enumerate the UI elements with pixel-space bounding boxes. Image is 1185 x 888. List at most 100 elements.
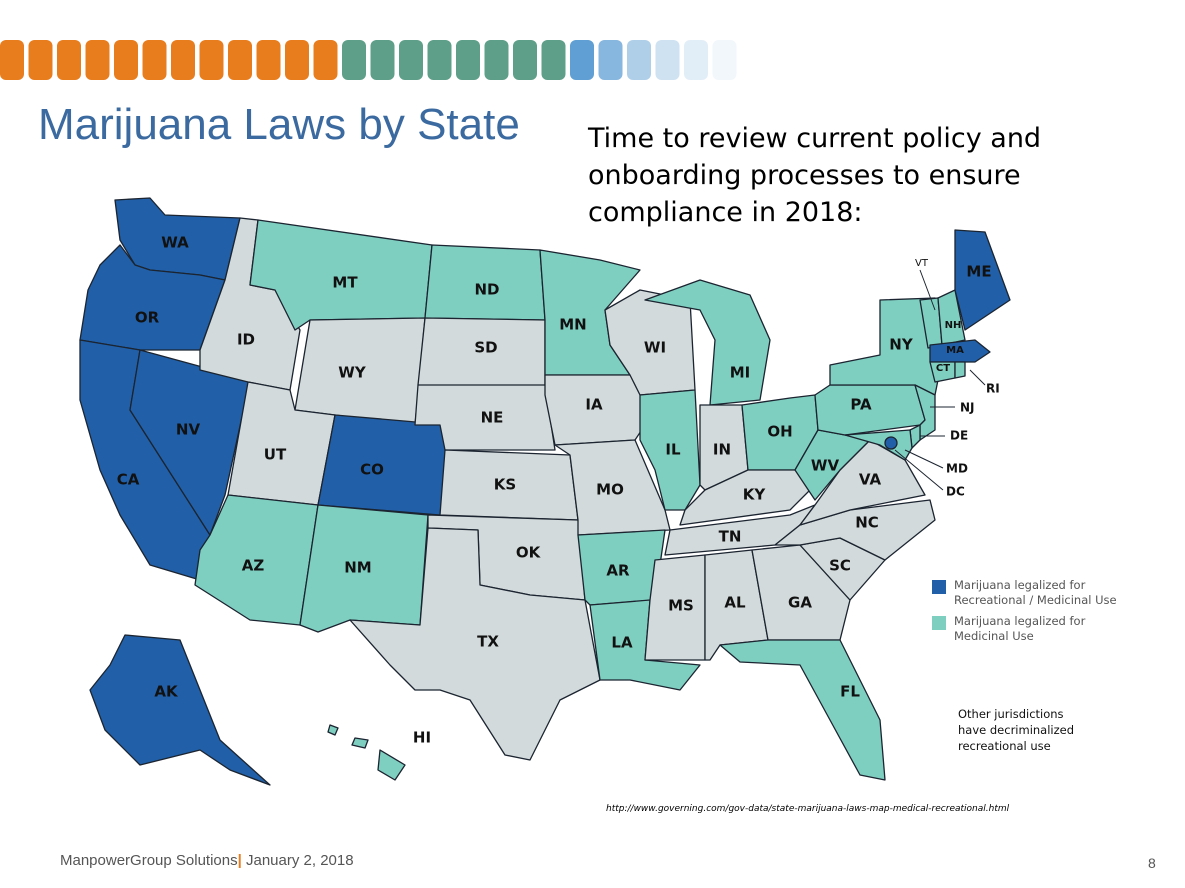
state-label-ia: IA bbox=[585, 396, 603, 414]
decor-bar-segment bbox=[655, 40, 680, 80]
callout-line bbox=[969, 369, 986, 386]
decriminalized-note: Other jurisdictions have decriminalized … bbox=[958, 707, 1075, 753]
state-label-ct: CT bbox=[936, 363, 950, 374]
decor-bar-segment bbox=[513, 40, 537, 80]
state-label-sc: SC bbox=[829, 557, 851, 575]
state-label-wv: WV bbox=[811, 457, 840, 475]
state-shape-me bbox=[954, 229, 1011, 331]
state-label-nh: NH bbox=[945, 320, 962, 331]
decor-bar-segment bbox=[627, 40, 651, 80]
state-shape-md bbox=[844, 429, 913, 461]
state-label-nm: NM bbox=[344, 559, 371, 577]
state-label-ut: UT bbox=[264, 446, 287, 464]
state-label-de: DE bbox=[950, 429, 968, 443]
state-label-la: LA bbox=[611, 634, 633, 652]
state-label-mn: MN bbox=[559, 316, 586, 334]
decor-bar-segment bbox=[427, 40, 452, 80]
decor-bar-segment bbox=[0, 40, 24, 80]
decor-bar-segment bbox=[228, 40, 252, 80]
state-label-in: IN bbox=[713, 441, 731, 459]
decor-bar-segment bbox=[256, 40, 281, 80]
slide-title: Marijuana Laws by State bbox=[38, 100, 520, 149]
footer-date: January 2, 2018 bbox=[245, 852, 354, 869]
source-link[interactable]: http://www.governing.com/gov-data/state-… bbox=[606, 804, 1010, 814]
decor-bar-segment bbox=[342, 40, 366, 80]
state-label-hi: HI bbox=[413, 729, 431, 747]
decor-bar-segment bbox=[399, 40, 423, 80]
state-label-al: AL bbox=[724, 594, 746, 612]
state-label-va: VA bbox=[859, 471, 882, 489]
decor-bar-segment bbox=[313, 40, 338, 80]
decor-bar-segment bbox=[684, 40, 708, 80]
state-shape-co bbox=[317, 414, 451, 516]
legend-swatch-recreational bbox=[932, 580, 946, 594]
decor-bar-segment bbox=[598, 40, 623, 80]
state-label-il: IL bbox=[665, 441, 681, 459]
decor-bar-segment bbox=[142, 40, 167, 80]
decor-bar-segment bbox=[114, 40, 138, 80]
state-label-ga: GA bbox=[788, 594, 812, 612]
state-label-ms: MS bbox=[668, 597, 694, 615]
state-label-tn: TN bbox=[719, 528, 742, 546]
callout-line bbox=[919, 269, 936, 311]
state-label-mi: MI bbox=[730, 364, 751, 382]
footer-company: ManpowerGroup Solutions bbox=[60, 852, 238, 869]
state-label-id: ID bbox=[237, 331, 255, 349]
state-shape-ri bbox=[954, 361, 966, 379]
state-label-ks: KS bbox=[494, 476, 516, 494]
state-label-tx: TX bbox=[477, 633, 499, 651]
state-shape-fl bbox=[719, 639, 886, 781]
state-shape-ak bbox=[89, 634, 271, 786]
legend-item-recreational: Marijuana legalized for Recreational / M… bbox=[932, 578, 1152, 608]
state-label-ri: RI bbox=[986, 382, 1000, 396]
slide-footer: ManpowerGroup Solutions| January 2, 2018 bbox=[60, 852, 354, 869]
state-label-ma: MA bbox=[946, 345, 964, 356]
state-shape-tx bbox=[349, 527, 601, 761]
decorative-header-bar bbox=[0, 40, 737, 80]
callout-line bbox=[894, 449, 944, 491]
decor-bar-segment bbox=[199, 40, 224, 80]
legend-swatch-medicinal bbox=[932, 616, 946, 630]
state-label-nd: ND bbox=[474, 281, 499, 299]
callout-line bbox=[904, 449, 944, 469]
decor-bar-segment bbox=[28, 40, 53, 80]
state-label-pa: PA bbox=[850, 396, 872, 414]
state-shape-il bbox=[639, 389, 701, 511]
state-label-md: MD bbox=[946, 462, 968, 476]
decor-bar-segment bbox=[456, 40, 480, 80]
state-shape-dc bbox=[884, 436, 898, 450]
state-label-dc: DC bbox=[946, 485, 965, 499]
state-label-ne: NE bbox=[481, 409, 504, 427]
state-label-nj: NJ bbox=[960, 401, 975, 415]
state-label-ar: AR bbox=[606, 562, 630, 580]
decor-bar-segment bbox=[85, 40, 110, 80]
state-label-ny: NY bbox=[889, 336, 914, 354]
state-label-nv: NV bbox=[176, 421, 201, 439]
state-shape-mi bbox=[644, 279, 771, 406]
decor-bar-segment bbox=[171, 40, 195, 80]
state-label-ky: KY bbox=[743, 486, 767, 504]
state-label-co: CO bbox=[360, 461, 384, 479]
state-label-ok: OK bbox=[516, 544, 542, 562]
footer-separator: | bbox=[237, 852, 242, 869]
state-label-vt: VT bbox=[915, 258, 929, 269]
legend-item-medicinal: Marijuana legalized for Medicinal Use bbox=[932, 614, 1152, 644]
state-label-or: OR bbox=[135, 309, 160, 327]
legend-label-medicinal: Marijuana legalized for Medicinal Use bbox=[954, 614, 1086, 643]
decor-bar-segment bbox=[712, 40, 737, 80]
state-shape-sd bbox=[417, 317, 546, 396]
decor-bar-segment bbox=[370, 40, 395, 80]
state-label-wy: WY bbox=[338, 364, 367, 382]
state-label-fl: FL bbox=[840, 683, 860, 701]
state-label-ca: CA bbox=[117, 471, 140, 489]
state-label-ak: AK bbox=[154, 683, 179, 701]
decor-bar-segment bbox=[57, 40, 81, 80]
state-label-mt: MT bbox=[332, 274, 358, 292]
decor-bar-segment bbox=[570, 40, 594, 80]
state-label-sd: SD bbox=[474, 339, 497, 357]
state-shape-ga bbox=[751, 544, 851, 641]
state-shape-nh bbox=[937, 289, 966, 346]
state-label-az: AZ bbox=[242, 557, 265, 575]
state-shape-ma bbox=[929, 339, 991, 363]
